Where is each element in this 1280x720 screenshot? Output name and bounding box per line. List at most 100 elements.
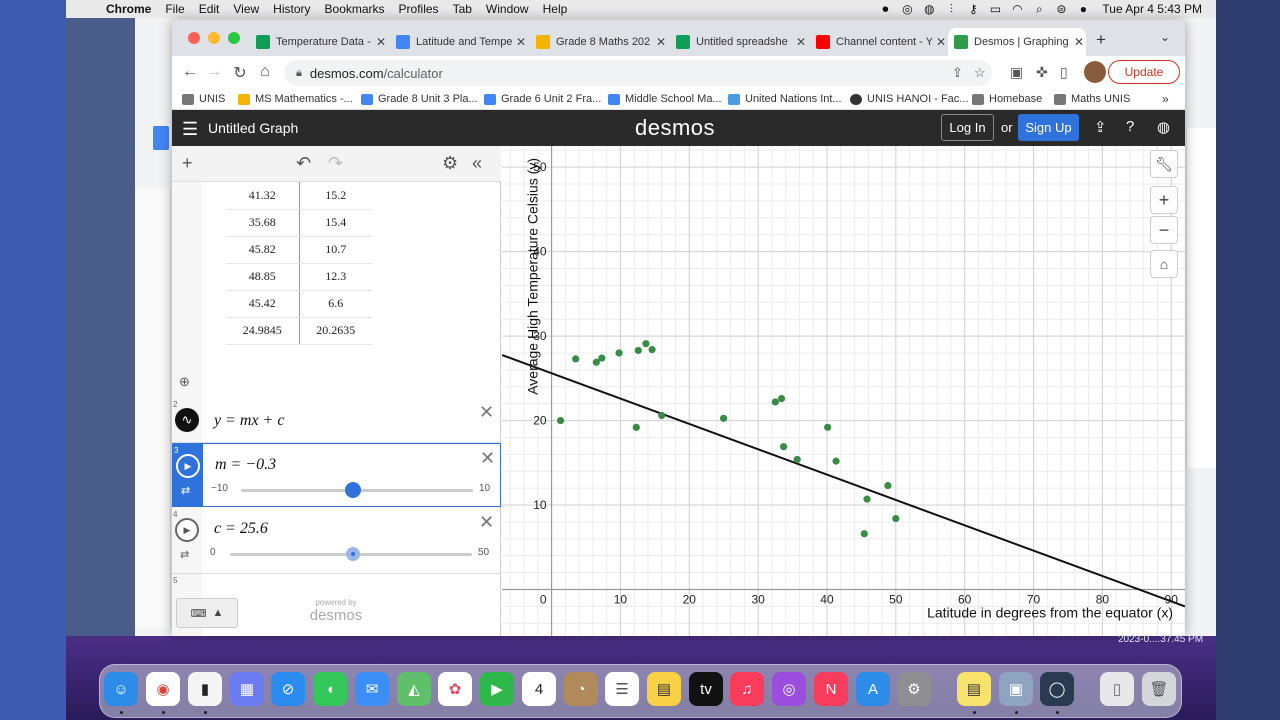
- bookmark-unis[interactable]: UNIS: [182, 93, 225, 105]
- bookmark-grade-6-unit-2[interactable]: Grade 6 Unit 2 Fra...: [484, 93, 601, 105]
- bookmark-star-icon[interactable]: ☆: [974, 65, 986, 80]
- menu-file[interactable]: File: [165, 2, 185, 16]
- record-stop-icon[interactable]: ⏺: [882, 1, 889, 16]
- data-point[interactable]: [598, 354, 606, 362]
- close-tab-icon[interactable]: ✕: [655, 35, 666, 49]
- slider-m[interactable]: −10 10: [211, 482, 491, 498]
- tab-untitled-spreadsheet[interactable]: Untitled spreadshe ✕: [670, 28, 806, 56]
- calendar-icon[interactable]: 4: [522, 672, 556, 706]
- trash-icon[interactable]: 🗑︎: [1142, 672, 1176, 706]
- signup-button[interactable]: Sign Up: [1018, 114, 1079, 141]
- data-point[interactable]: [642, 340, 650, 348]
- default-viewport-home-icon[interactable]: ⌂: [1150, 250, 1178, 278]
- extension-badge-icon[interactable]: ▣: [1010, 64, 1024, 80]
- zoom-window-icon[interactable]: [228, 32, 240, 44]
- close-tab-icon[interactable]: ✕: [515, 35, 526, 49]
- audio-levels-icon[interactable]: ⫶: [949, 1, 953, 16]
- search-icon[interactable]: ⌕: [1036, 1, 1043, 16]
- screen-mirroring-icon[interactable]: ◎: [902, 2, 913, 16]
- update-button[interactable]: Update: [1108, 60, 1180, 84]
- key-icon[interactable]: ⚷: [968, 2, 978, 16]
- menu-tab[interactable]: Tab: [452, 2, 472, 16]
- slider-thumb[interactable]: [346, 547, 360, 561]
- data-point[interactable]: [634, 346, 642, 355]
- chrome-icon[interactable]: ◉: [146, 672, 180, 706]
- bookmark-unis-hanoi[interactable]: UNIS HANOI - Fac...: [850, 93, 968, 105]
- graph-paper[interactable]: 10 20 30 40 50 60 70 80 90 10 20 30 40 50 0 Latitude in…: [502, 146, 1185, 636]
- close-tab-icon[interactable]: ✕: [375, 35, 386, 49]
- table-cell-y[interactable]: 15.4: [299, 209, 372, 237]
- data-point[interactable]: [777, 395, 786, 403]
- menubar-clock[interactable]: Tue Apr 4 5:43 PM: [1102, 2, 1202, 16]
- menu-window[interactable]: Window: [485, 2, 529, 16]
- data-point[interactable]: [719, 414, 728, 422]
- graph-settings-wrench-icon[interactable]: 🔧︎: [1150, 150, 1178, 178]
- slider-c[interactable]: 0 50: [210, 546, 490, 562]
- data-point[interactable]: [892, 514, 900, 523]
- bookmarks-overflow-icon[interactable]: »: [1162, 92, 1169, 106]
- line-style-icon[interactable]: ∿: [175, 408, 199, 432]
- facetime-icon[interactable]: ▶: [480, 672, 514, 706]
- lock-icon[interactable]: 🔒︎: [296, 66, 302, 79]
- data-point[interactable]: [884, 482, 892, 490]
- data-point[interactable]: [615, 349, 623, 357]
- back-icon[interactable]: ←: [182, 63, 198, 80]
- finder-icon[interactable]: ☺: [104, 672, 138, 706]
- launchpad-icon[interactable]: ▦: [230, 672, 264, 706]
- notes-icon[interactable]: ▤: [647, 672, 681, 706]
- delete-expression-icon[interactable]: ✕: [480, 448, 496, 468]
- forward-icon[interactable]: →: [206, 63, 222, 80]
- delete-expression-icon[interactable]: ✕: [479, 512, 495, 532]
- close-tab-icon[interactable]: ✕: [935, 35, 946, 49]
- bookmark-maths-unis[interactable]: Maths UNIS: [1054, 93, 1130, 105]
- quicktime-icon[interactable]: ◯: [1040, 672, 1074, 706]
- contacts-icon[interactable]: ◔: [564, 672, 598, 706]
- audio-app-icon[interactable]: ▮: [188, 672, 222, 706]
- new-tab-icon[interactable]: +: [1096, 30, 1106, 49]
- close-tab-icon[interactable]: ✕: [1074, 35, 1085, 49]
- empty-expression-line[interactable]: 5: [172, 574, 501, 594]
- hamburger-menu-icon[interactable]: ☰: [182, 119, 199, 139]
- reminders-icon[interactable]: ☰: [605, 672, 639, 706]
- slider-max[interactable]: 50: [478, 547, 490, 558]
- mail-icon[interactable]: ✉: [355, 672, 389, 706]
- loop-icon[interactable]: ⇄: [181, 485, 191, 497]
- table-cell-x[interactable]: 45.82: [226, 236, 300, 264]
- add-item-icon[interactable]: +: [182, 153, 193, 173]
- data-point[interactable]: [632, 423, 640, 431]
- bookmark-united-nations[interactable]: United Nations Int...: [728, 93, 842, 105]
- share-graph-icon[interactable]: ⇪: [1094, 119, 1107, 136]
- messages-icon[interactable]: ◖: [313, 672, 347, 706]
- data-point[interactable]: [771, 398, 779, 406]
- table-cell-x[interactable]: 48.85: [226, 263, 300, 291]
- wifi-icon[interactable]: ◠: [1012, 2, 1023, 16]
- data-point[interactable]: [658, 411, 666, 420]
- table-cell-x[interactable]: 45.42: [226, 290, 300, 318]
- stickies-icon[interactable]: ▤: [957, 672, 991, 706]
- expression-slider-c[interactable]: 4 ▶ ⇄ c = 25.6 ✕ 0 50: [172, 508, 501, 574]
- tab-grade-8-maths[interactable]: Grade 8 Maths 202 ✕: [530, 28, 666, 56]
- loop-icon[interactable]: ⇄: [180, 549, 190, 561]
- menu-app-name[interactable]: Chrome: [106, 2, 152, 16]
- table-cell-y[interactable]: 6.6: [299, 290, 372, 318]
- play-animation-icon[interactable]: ▶: [175, 518, 199, 542]
- documents-folder-icon[interactable]: ▯: [1100, 672, 1134, 706]
- table-cell-x[interactable]: 35.68: [226, 209, 300, 237]
- slider-max[interactable]: 10: [479, 483, 491, 494]
- expression-latex[interactable]: c = 25.6: [214, 520, 268, 537]
- data-point[interactable]: [824, 423, 832, 431]
- menu-edit[interactable]: Edit: [198, 2, 220, 16]
- data-point[interactable]: [556, 416, 565, 425]
- control-center-icon[interactable]: ⊜: [1056, 2, 1067, 16]
- table-cell-y[interactable]: 12.3: [299, 263, 372, 291]
- graph-title[interactable]: Untitled Graph: [208, 120, 299, 136]
- regression-line[interactable]: [502, 354, 1185, 608]
- bookmark-middle-school-maths[interactable]: Middle School Ma...: [608, 93, 722, 105]
- data-point[interactable]: [832, 457, 840, 465]
- zoom-fit-icon[interactable]: ⊕: [179, 374, 190, 389]
- side-panel-icon[interactable]: ▯: [1060, 64, 1068, 80]
- reload-icon[interactable]: ↻: [233, 65, 247, 82]
- data-point[interactable]: [648, 346, 656, 354]
- zoom-out-icon[interactable]: −: [1150, 216, 1178, 244]
